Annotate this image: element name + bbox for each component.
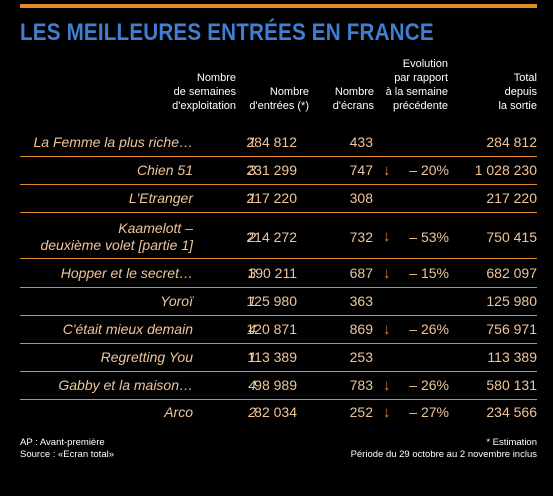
screens-value: 433	[349, 134, 373, 150]
weeks-value: 2	[248, 229, 256, 245]
entries-value: 82 034	[254, 404, 297, 420]
header-weeks-line: Nombre	[196, 72, 236, 84]
film-title: Chien 51	[136, 162, 193, 178]
header-screens-line: d'écrans	[332, 100, 374, 112]
top-accent-bar	[20, 4, 537, 8]
weeks-value: 3	[248, 265, 256, 281]
evolution-value: – 26%	[409, 377, 449, 393]
film-title: Regretting You	[100, 349, 193, 365]
header-evolution-line: par rapport	[394, 72, 448, 84]
weeks-value: 1	[248, 349, 256, 365]
weeks-value: 2	[248, 404, 256, 420]
entries-value: 190 211	[247, 265, 297, 281]
entries-value: 231 299	[246, 162, 297, 178]
film-title: Arco	[164, 404, 193, 420]
weeks-value: 1	[248, 190, 256, 206]
entries-value: 217 220	[246, 190, 297, 206]
row-divider	[20, 156, 537, 157]
row-divider	[20, 371, 537, 372]
entries-value: 214 272	[246, 229, 297, 245]
footer-estimation: * Estimation	[486, 437, 537, 448]
weeks-value: 1	[248, 293, 256, 309]
header-entries: Nombre d'entrées (*)	[249, 85, 309, 113]
screens-value: 308	[349, 190, 373, 206]
film-title-line1: Kaamelott –	[118, 220, 193, 236]
screens-value: 363	[349, 293, 373, 309]
footer-ap-note: AP : Avant-première	[20, 437, 105, 448]
film-title: Hopper et le secret…	[60, 265, 193, 281]
header-evolution-line: à la semaine	[385, 86, 448, 98]
total-value: 217 220	[486, 190, 537, 206]
screens-value: 783	[349, 377, 373, 393]
header-total: Total depuis la sortie	[498, 71, 537, 113]
weeks-value: 1	[248, 134, 256, 150]
down-arrow-icon: ↓	[383, 404, 391, 421]
entries-value: 98 989	[254, 377, 297, 393]
film-title-line2: deuxième volet [partie 1]	[40, 237, 193, 253]
screens-value: 253	[349, 349, 373, 365]
total-value: 234 566	[486, 404, 537, 420]
footer-source: Source : «Ecran total»	[20, 449, 114, 460]
header-weeks-line: d'exploitation	[172, 100, 236, 112]
film-title: C'était mieux demain	[62, 321, 193, 337]
total-value: 580 131	[486, 377, 537, 393]
screens-value: 687	[349, 265, 373, 281]
weeks-value: 4	[248, 377, 256, 393]
weeks-value: 4	[248, 321, 256, 337]
header-entries-line: d'entrées (*)	[249, 100, 309, 112]
screens-value: 747	[349, 162, 373, 178]
screens-value: 732	[349, 229, 373, 245]
film-title: L'Etranger	[128, 190, 193, 206]
screens-value: 252	[349, 404, 373, 420]
total-value: 284 812	[486, 134, 537, 150]
down-arrow-icon: ↓	[383, 228, 391, 245]
entries-value: 284 812	[246, 134, 297, 150]
row-divider	[20, 258, 537, 259]
header-weeks-line: de semaines	[173, 86, 236, 98]
header-weeks: Nombre de semaines d'exploitation	[172, 71, 236, 113]
row-divider	[20, 212, 537, 213]
down-arrow-icon: ↓	[383, 162, 391, 179]
down-arrow-icon: ↓	[383, 377, 391, 394]
entries-value: 120 871	[246, 321, 297, 337]
page-title: LES MEILLEURES ENTRÉES EN FRANCE	[20, 19, 434, 46]
total-value: 756 971	[486, 321, 537, 337]
down-arrow-icon: ↓	[383, 265, 391, 282]
total-value: 125 980	[486, 293, 537, 309]
header-evolution-line: précédente	[392, 100, 448, 112]
header-screens: Nombre d'écrans	[333, 85, 374, 113]
header-screens-line: Nombre	[334, 86, 374, 98]
total-value: 113 389	[487, 349, 537, 365]
row-divider	[20, 315, 537, 316]
header-evolution-line: Evolution	[402, 58, 448, 70]
row-divider	[20, 343, 537, 344]
film-title: La Femme la plus riche…	[33, 134, 193, 150]
footer-left: AP : Avant-première Source : «Ecran tota…	[20, 437, 114, 461]
down-arrow-icon: ↓	[383, 321, 391, 338]
footer-period: Période du 29 octobre au 2 novembre incl…	[350, 449, 537, 460]
evolution-value: – 15%	[409, 265, 449, 281]
evolution-value: – 27%	[409, 404, 449, 420]
screens-value: 869	[349, 321, 373, 337]
evolution-value: – 20%	[409, 162, 449, 178]
header-total-line: la sortie	[498, 100, 537, 112]
footer-right: * Estimation Période du 29 octobre au 2 …	[351, 437, 537, 461]
evolution-value: – 26%	[409, 321, 449, 337]
total-value: 750 415	[486, 229, 537, 245]
entries-value: 113 389	[247, 349, 297, 365]
header-entries-line: Nombre	[269, 86, 309, 98]
entries-value: 125 980	[246, 293, 297, 309]
film-title: Yoroï	[160, 293, 193, 309]
header-total-line: Total	[513, 72, 537, 84]
film-title: Gabby et la maison…	[58, 377, 193, 393]
row-divider	[20, 399, 537, 400]
row-divider	[20, 184, 537, 185]
total-value: 1 028 230	[474, 162, 537, 178]
evolution-value: – 53%	[409, 229, 449, 245]
weeks-value: 3	[248, 162, 256, 178]
header-evolution: Evolution par rapport à la semaine précé…	[386, 57, 448, 113]
row-divider	[20, 287, 537, 288]
total-value: 682 097	[486, 265, 537, 281]
header-total-line: depuis	[504, 86, 537, 98]
